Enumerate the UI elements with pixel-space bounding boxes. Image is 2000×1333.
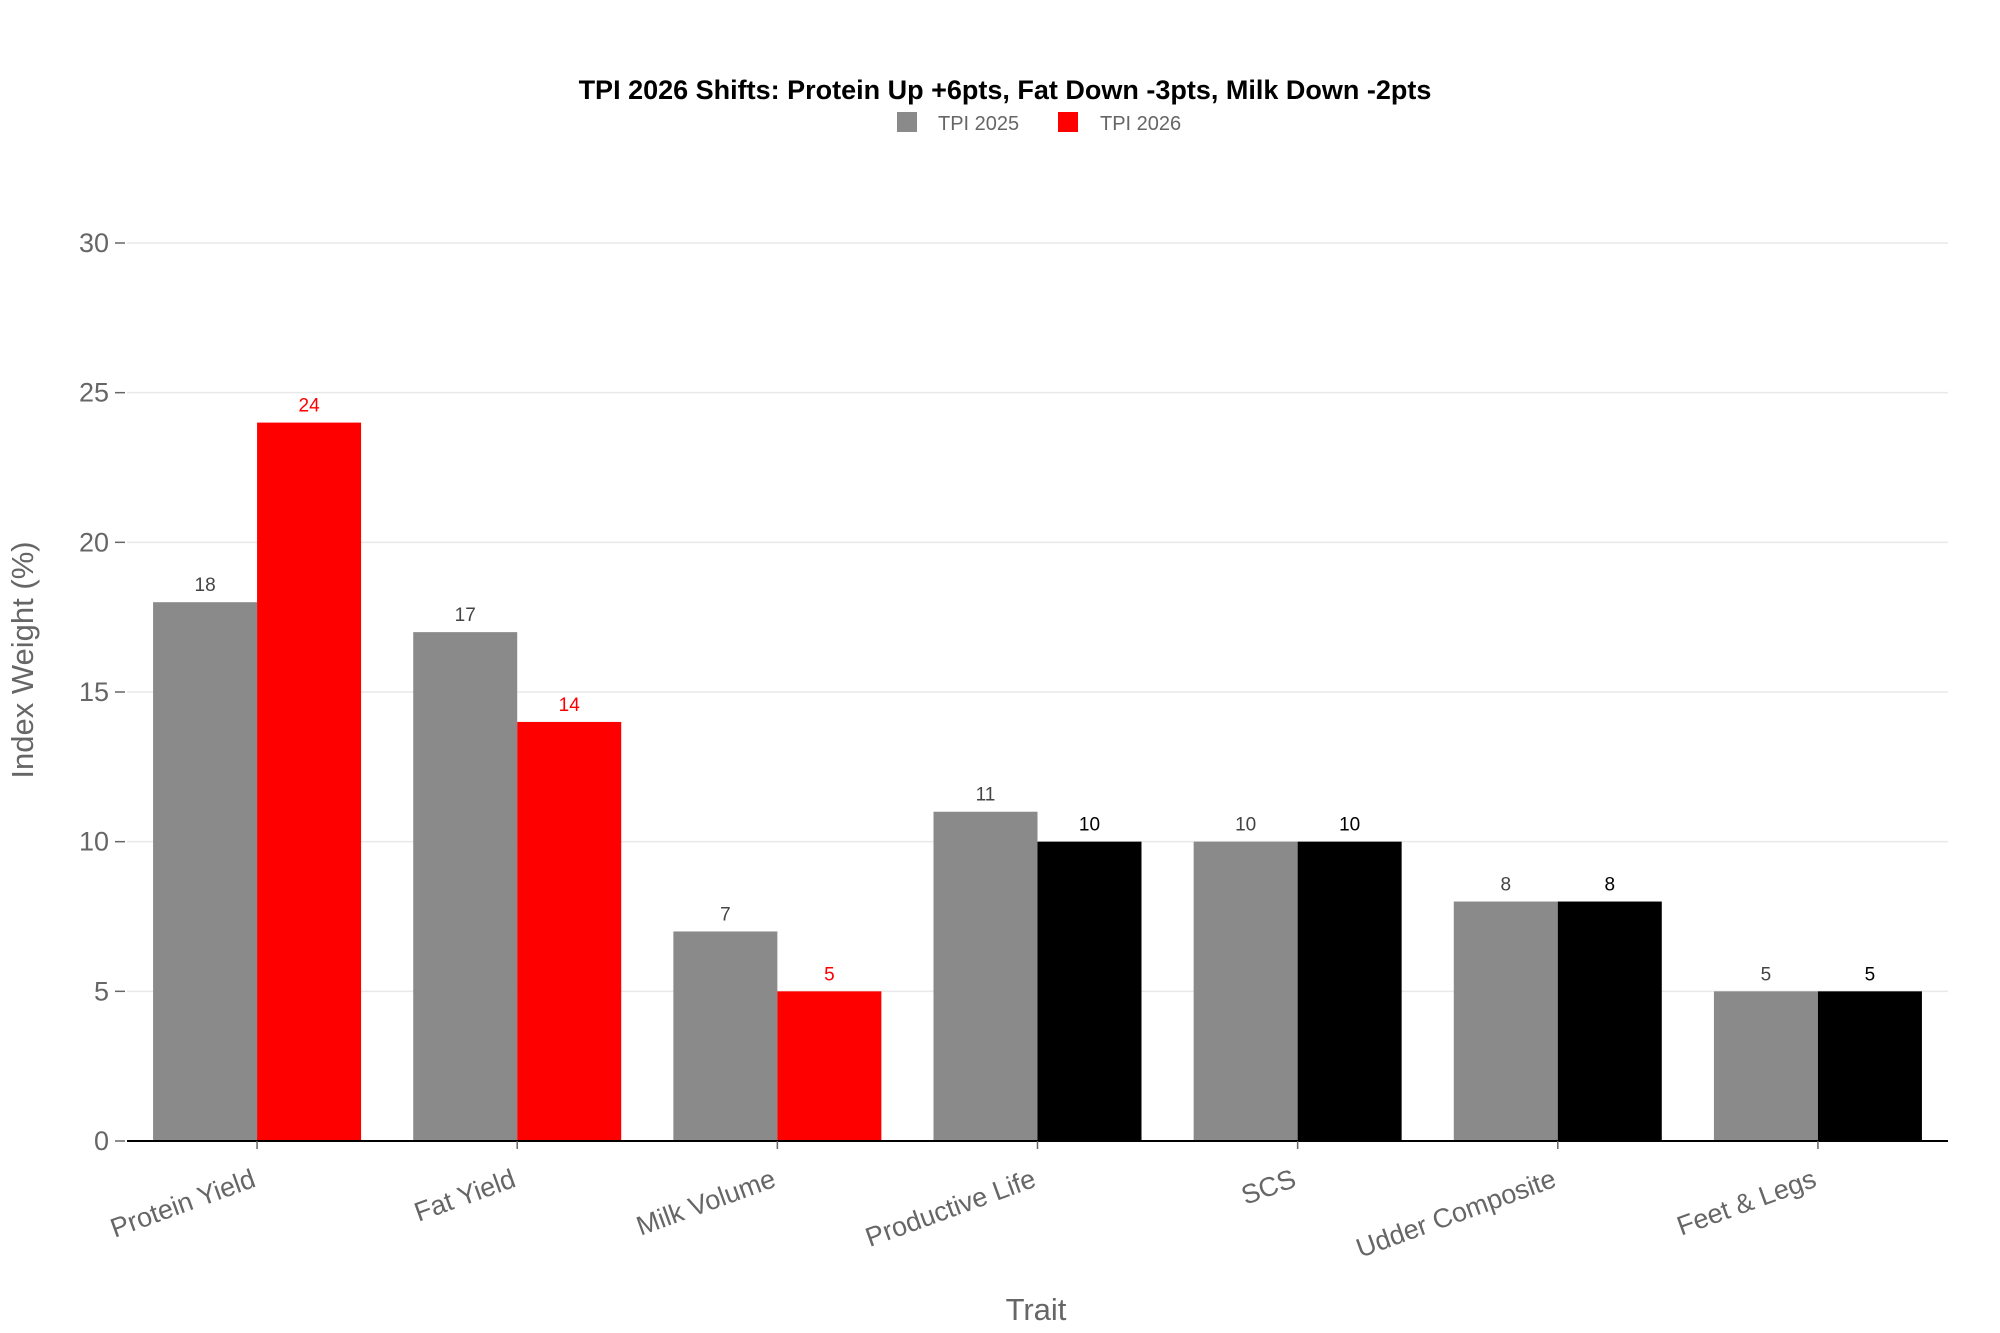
bar-tpi-2025-fat-yield [413, 632, 518, 1141]
data-labels: 18 24 17 14 7 5 11 10 10 10 8 8 5 5 [195, 396, 1876, 986]
x-tick-label-scs: SCS [1237, 1163, 1299, 1210]
y-tick-label-25: 25 [79, 378, 109, 408]
bar-tpi-2026-udder-composite [1557, 901, 1662, 1141]
data-label-tpi-2026-udder-composite: 8 [1604, 875, 1615, 896]
y-axis-ticks: 0 5 10 15 20 25 30 [79, 228, 125, 1156]
data-label-tpi-2026-milk-volume: 5 [824, 964, 835, 985]
data-label-tpi-2025-protein-yield: 18 [195, 575, 216, 596]
bar-tpi-2026-protein-yield [257, 422, 362, 1142]
y-tick-label-0: 0 [94, 1126, 109, 1156]
x-tick-label-productive-life: Productive Life [861, 1163, 1039, 1252]
data-label-tpi-2025-productive-life: 11 [976, 785, 996, 806]
legend-label-tpi-2025: TPI 2025 [938, 113, 1019, 135]
legend: TPI 2025 TPI 2026 [897, 112, 1181, 135]
data-label-tpi-2025-milk-volume: 7 [720, 904, 731, 925]
bar-tpi-2025-feet-legs [1713, 991, 1818, 1141]
y-tick-label-30: 30 [79, 228, 109, 258]
data-label-tpi-2025-udder-composite: 8 [1500, 875, 1511, 896]
bar-tpi-2026-fat-yield [517, 721, 622, 1141]
bar-tpi-2025-productive-life [933, 811, 1038, 1141]
x-tick-label-protein-yield: Protein Yield [106, 1163, 259, 1243]
bars [153, 422, 1922, 1142]
bar-tpi-2026-productive-life [1037, 841, 1142, 1141]
data-label-tpi-2026-fat-yield: 14 [559, 695, 581, 716]
bar-tpi-2026-scs [1297, 841, 1402, 1141]
y-tick-label-20: 20 [79, 527, 109, 557]
y-axis-title: Index Weight (%) [5, 541, 40, 778]
y-tick-label-5: 5 [94, 976, 109, 1006]
data-label-tpi-2026-protein-yield: 24 [299, 396, 321, 417]
data-label-tpi-2026-productive-life: 10 [1079, 815, 1100, 836]
chart-title: TPI 2026 Shifts: Protein Up +6pts, Fat D… [579, 75, 1432, 105]
bar-tpi-2026-milk-volume [777, 991, 882, 1141]
data-label-tpi-2025-scs: 10 [1235, 815, 1256, 836]
data-label-tpi-2025-fat-yield: 17 [455, 605, 476, 626]
data-label-tpi-2025-feet-legs: 5 [1761, 964, 1772, 985]
x-tick-label-fat-yield: Fat Yield [410, 1163, 519, 1227]
x-tick-label-milk-volume: Milk Volume [632, 1163, 779, 1241]
legend-swatch-tpi-2026 [1058, 112, 1078, 132]
x-tick-label-udder-composite: Udder Composite [1352, 1163, 1560, 1263]
x-axis-ticks: Protein Yield Fat Yield Milk Volume Product… [106, 1141, 1820, 1263]
bar-tpi-2025-udder-composite [1453, 901, 1558, 1141]
bar-tpi-2026-feet-legs [1817, 991, 1922, 1141]
bar-tpi-2025-scs [1193, 841, 1298, 1141]
data-label-tpi-2026-feet-legs: 5 [1865, 964, 1876, 985]
y-tick-label-10: 10 [79, 827, 109, 857]
legend-swatch-tpi-2025 [897, 112, 917, 132]
y-tick-label-15: 15 [79, 677, 109, 707]
x-axis-title: Trait [1006, 1292, 1067, 1327]
bar-tpi-2025-protein-yield [153, 602, 258, 1141]
x-tick-label-feet-legs: Feet & Legs [1673, 1163, 1820, 1241]
bar-tpi-2025-milk-volume [673, 931, 778, 1141]
data-label-tpi-2026-scs: 10 [1339, 815, 1360, 836]
legend-label-tpi-2026: TPI 2026 [1100, 113, 1181, 135]
